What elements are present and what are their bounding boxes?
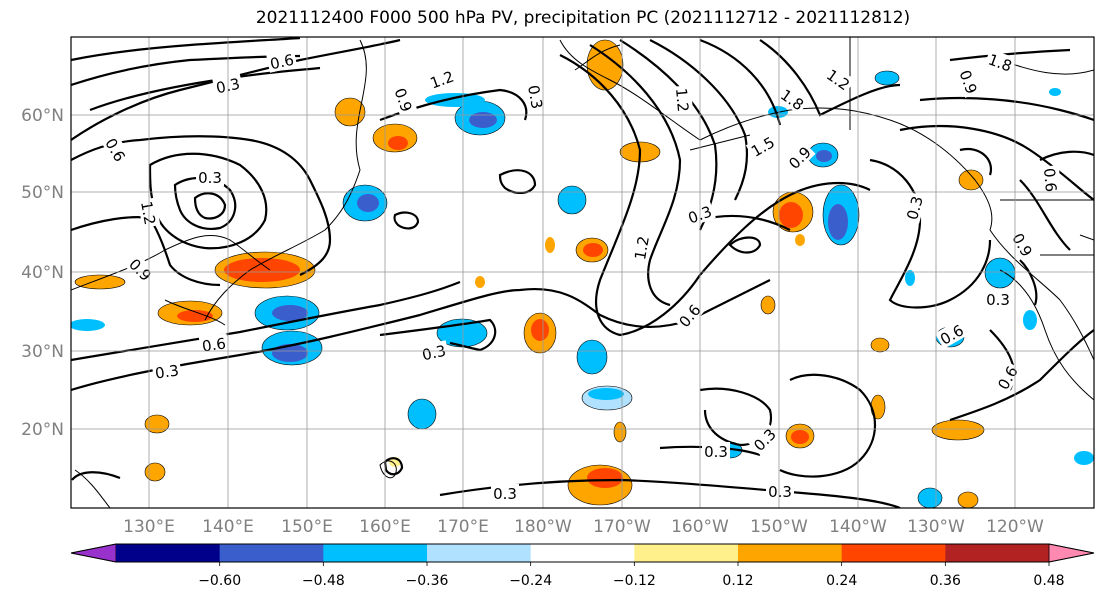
lon-tick-label: 160°E	[359, 517, 411, 537]
colorbar-segment	[116, 544, 221, 562]
contour-label: 0.6	[198, 333, 229, 356]
contour-label-text: 0.3	[198, 169, 222, 187]
lon-tick-label: 150°E	[281, 517, 333, 537]
contour-label-text: 0.3	[420, 342, 447, 365]
lon-tick-label: 140°E	[202, 517, 254, 537]
contour-label-text: 1.2	[137, 200, 159, 227]
map-border	[70, 36, 1095, 509]
lon-tick-label: 150°W	[750, 517, 808, 537]
colorbar-extend-low	[70, 543, 117, 563]
contour-label-text: 0.3	[986, 291, 1010, 309]
colorbar-segment	[634, 544, 739, 562]
contour-label-text: 1.2	[672, 87, 692, 112]
colorbar-segment	[841, 544, 946, 562]
contour-label: 0.6	[266, 49, 298, 74]
map-content: 0.30.60.30.6 0.30.61.20.90.31.21.51.81.20…	[71, 37, 1094, 508]
colorbar-segment	[945, 544, 1050, 562]
contour-label-text: 0.3	[154, 361, 180, 382]
colorbar-tick-label: −0.36	[406, 573, 449, 589]
lon-tick-label: 130°E	[123, 517, 175, 537]
precip-positive-shading	[74, 39, 985, 508]
contour-label: 0.3	[702, 442, 730, 461]
colorbar-segment	[530, 544, 635, 562]
lon-tick-label: 170°E	[437, 517, 489, 537]
lat-tick-label: 20°N	[21, 420, 64, 440]
colorbar-tick-label: 0.24	[826, 573, 857, 589]
colorbar-segment	[219, 544, 324, 562]
contour-label: 0.3	[901, 191, 927, 224]
lat-tick-label: 60°N	[21, 106, 64, 126]
lon-tick-label: 140°W	[829, 517, 887, 537]
contour-label: 0.3	[491, 484, 519, 503]
contour-label: 1.2	[672, 85, 694, 115]
contour-label: 0.3	[196, 168, 224, 187]
colorbar-segment	[323, 544, 428, 562]
colorbar-segment	[738, 544, 843, 562]
contour-label: 0.3	[418, 340, 450, 365]
lat-tick-label: 50°N	[21, 183, 64, 203]
contour-label: 1.2	[629, 232, 653, 264]
contour-label-text: 0.3	[903, 194, 927, 222]
colorbar-tick-label: −0.12	[613, 573, 656, 589]
contour-label-text: 0.6	[1040, 167, 1060, 192]
lat-tick-label: 40°N	[21, 263, 64, 283]
contour-label-text: 0.3	[704, 443, 728, 461]
contour-label: 0.3	[984, 290, 1012, 309]
contour-label: 0.3	[151, 360, 182, 383]
lon-tick-label: 120°W	[986, 517, 1044, 537]
contour-label: 0.3	[524, 81, 548, 113]
contour-label-text: 0.3	[524, 84, 546, 111]
longitude-labels: 130°E 140°E 150°E 160°E 170°E 180°W 170°W 160°W…	[123, 517, 1044, 537]
lon-tick-label: 160°W	[671, 517, 729, 537]
lat-tick-label: 30°N	[21, 342, 64, 362]
contour-label-text: 1.2	[631, 235, 653, 262]
contour-label-text: 0.6	[201, 334, 227, 355]
colorbar-tick-label: −0.48	[302, 573, 345, 589]
graticule	[71, 37, 1094, 508]
contour-label-text: 0.3	[493, 485, 517, 503]
contour-label-text: 0.3	[768, 483, 792, 501]
figure-title: 2021112400 F000 500 hPa PV, precipitatio…	[255, 8, 911, 28]
colorbar-segment	[427, 544, 532, 562]
colorbar-extend-high	[1048, 543, 1095, 563]
coastlines	[71, 37, 1094, 508]
colorbar-tick-label: −0.24	[509, 573, 552, 589]
colorbar-tick-label: 0.12	[722, 573, 753, 589]
contour-label: 0.6	[1040, 165, 1062, 195]
contour-label: 0.9	[1008, 227, 1038, 262]
colorbar-tick-label: −0.60	[198, 573, 241, 589]
contour-label-text: 0.6	[268, 51, 295, 74]
lon-tick-label: 130°W	[907, 517, 965, 537]
colorbar-tick-label: 0.36	[930, 573, 961, 589]
colorbar-tick-label: 0.48	[1033, 573, 1064, 589]
latitude-labels: 60°N 50°N 40°N 30°N 20°N	[21, 106, 64, 440]
contour-label: 0.3	[766, 482, 794, 501]
lon-tick-label: 170°W	[593, 517, 651, 537]
colorbar: −0.60 −0.48 −0.36 −0.24 −0.12 0.12 0.24 0.36 0.4…	[70, 543, 1095, 589]
lon-tick-label: 180°W	[514, 517, 572, 537]
